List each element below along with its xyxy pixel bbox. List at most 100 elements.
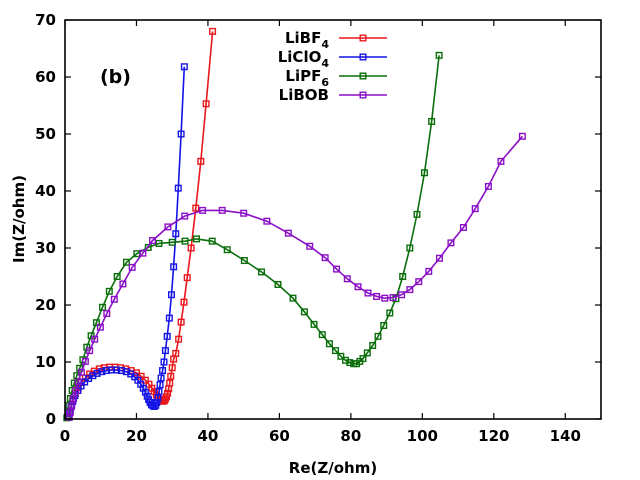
data-point-lipf6 [289, 294, 297, 302]
data-point-liclo4 [165, 314, 173, 322]
data-point-lipf6 [208, 237, 216, 245]
panel-label: (b) [100, 66, 131, 88]
legend-swatch-marker [359, 34, 367, 42]
data-point-libob [119, 280, 127, 288]
data-point-lipf6 [435, 51, 443, 59]
legend-label: LiClO4 [278, 48, 330, 70]
data-point-lipf6 [420, 169, 428, 177]
data-point-libf4 [183, 274, 191, 282]
data-point-lipf6 [92, 319, 100, 327]
data-point-liclo4 [167, 291, 175, 299]
data-point-libf4 [141, 376, 149, 384]
data-point-libob [91, 335, 99, 343]
legend-label: LiBOB [279, 86, 329, 104]
data-point-liclo4 [156, 381, 164, 389]
data-point-lipf6 [310, 320, 318, 328]
data-point-libob [373, 292, 381, 300]
data-point-lipf6 [332, 347, 340, 355]
data-point-lipf6 [144, 243, 152, 251]
data-point-libob [66, 408, 74, 416]
data-point-lipf6 [318, 331, 326, 339]
data-point-libob [415, 278, 423, 286]
data-point-libob [164, 223, 172, 231]
legend-item-libob: LiBOB [279, 86, 387, 104]
data-point-lipf6 [192, 235, 200, 243]
data-point-libob [306, 242, 314, 250]
data-point-libob [447, 239, 455, 247]
data-point-lipf6 [359, 355, 367, 363]
legend-swatch-marker [359, 53, 367, 61]
x-tick-label: 120 [478, 427, 509, 445]
data-point-libob [218, 206, 226, 214]
data-point-liclo4 [98, 368, 106, 376]
data-point-lipf6 [406, 244, 414, 252]
data-point-lipf6 [346, 359, 354, 367]
data-point-libob [81, 357, 89, 365]
legend-item-lipf6: LiPF6 [285, 67, 387, 89]
data-point-lipf6 [369, 341, 377, 349]
x-tick-label: 100 [407, 427, 438, 445]
data-point-libob [425, 267, 433, 275]
y-tick-label: 20 [35, 296, 56, 314]
data-point-libob [398, 291, 406, 299]
legend-label: LiPF6 [285, 67, 329, 89]
data-point-libob [381, 294, 389, 302]
legend-item-liclo4: LiClO4 [278, 48, 387, 70]
data-point-lipf6 [386, 309, 394, 317]
y-tick-label: 10 [35, 353, 56, 371]
x-tick-label: 140 [550, 427, 581, 445]
data-point-lipf6 [99, 303, 107, 311]
data-point-lipf6 [380, 322, 388, 330]
data-point-libob [484, 182, 492, 190]
y-tick-label: 50 [35, 125, 56, 143]
series-layer [63, 27, 526, 422]
data-point-libob [149, 237, 157, 245]
y-tick-label: 0 [46, 410, 56, 428]
data-point-liclo4 [155, 388, 163, 396]
data-point-liclo4 [170, 263, 178, 271]
x-tick-label: 80 [340, 427, 361, 445]
data-point-lipf6 [413, 210, 421, 218]
data-point-libob [459, 223, 467, 231]
data-point-libob [68, 401, 76, 409]
data-point-liclo4 [161, 347, 169, 355]
data-point-libob [70, 394, 78, 402]
x-tick-label: 40 [197, 427, 218, 445]
data-point-libf4 [177, 318, 185, 326]
legend-label: LiBF4 [285, 29, 329, 51]
data-point-lipf6 [155, 239, 163, 247]
data-point-libf4 [175, 335, 183, 343]
data-point-liclo4 [93, 369, 101, 377]
data-point-liclo4 [174, 184, 182, 192]
x-axis-title: Re(Z/ohm) [289, 459, 377, 477]
data-point-libob [181, 212, 189, 220]
data-point-libf4 [166, 379, 174, 387]
data-point-lipf6 [122, 258, 130, 266]
series-libob [65, 132, 526, 421]
data-point-liclo4 [172, 230, 180, 238]
data-point-libob [103, 310, 111, 318]
data-point-libf4 [168, 364, 176, 372]
data-point-libob [128, 263, 136, 271]
ticks-layer: 0 20 40 60 80 100 120 140 0 10 20 30 40 50 60 70 [35, 11, 601, 445]
y-axis-title: Im(Z/ohm) [10, 175, 28, 263]
data-point-libf4 [192, 204, 200, 212]
legend-swatch-marker [359, 91, 367, 99]
data-point-lipf6 [428, 117, 436, 125]
data-point-libob [435, 254, 443, 262]
legend-swatch-marker [359, 72, 367, 80]
x-tick-label: 20 [126, 427, 147, 445]
data-point-libob [139, 249, 147, 257]
data-point-liclo4 [177, 130, 185, 138]
data-point-lipf6 [181, 237, 189, 245]
data-point-lipf6 [337, 352, 345, 360]
data-point-libf4 [187, 244, 195, 252]
data-point-libob [74, 378, 82, 386]
data-point-liclo4 [180, 63, 188, 71]
data-point-libob [333, 265, 341, 273]
x-tick-label: 0 [60, 427, 70, 445]
data-point-libob [364, 289, 372, 297]
data-point-libob [96, 323, 104, 331]
